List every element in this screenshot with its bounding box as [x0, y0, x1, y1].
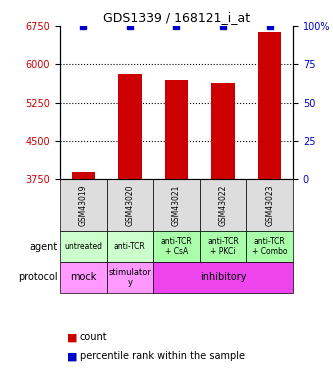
FancyBboxPatch shape	[200, 231, 246, 262]
Text: mock: mock	[70, 272, 97, 282]
Text: anti-TCR
+ PKCi: anti-TCR + PKCi	[207, 237, 239, 256]
Text: GSM43019: GSM43019	[79, 184, 88, 226]
FancyBboxPatch shape	[60, 231, 107, 262]
Text: stimulator
y: stimulator y	[109, 267, 151, 287]
Text: GSM43023: GSM43023	[265, 184, 274, 226]
FancyBboxPatch shape	[60, 262, 107, 292]
Bar	[258, 32, 281, 370]
FancyBboxPatch shape	[200, 179, 246, 231]
Text: ■: ■	[67, 351, 77, 361]
Text: count: count	[80, 333, 108, 342]
Text: GSM43020: GSM43020	[125, 184, 135, 226]
FancyBboxPatch shape	[153, 231, 200, 262]
Bar	[72, 172, 95, 370]
Text: anti-TCR: anti-TCR	[114, 242, 146, 251]
FancyBboxPatch shape	[107, 231, 153, 262]
FancyBboxPatch shape	[60, 179, 107, 231]
FancyBboxPatch shape	[153, 262, 293, 292]
Text: anti-TCR
+ CsA: anti-TCR + CsA	[161, 237, 192, 256]
Title: GDS1339 / 168121_i_at: GDS1339 / 168121_i_at	[103, 11, 250, 24]
FancyBboxPatch shape	[153, 179, 200, 231]
Text: ■: ■	[67, 333, 77, 342]
FancyBboxPatch shape	[107, 262, 153, 292]
Text: GSM43022: GSM43022	[218, 184, 228, 226]
FancyBboxPatch shape	[246, 231, 293, 262]
FancyBboxPatch shape	[246, 179, 293, 231]
Bar	[211, 83, 235, 370]
Text: untreated: untreated	[64, 242, 102, 251]
Bar	[165, 80, 188, 370]
Bar	[118, 74, 142, 370]
Text: percentile rank within the sample: percentile rank within the sample	[80, 351, 245, 361]
Text: protocol: protocol	[18, 272, 58, 282]
Text: anti-TCR
+ Combo: anti-TCR + Combo	[252, 237, 287, 256]
Text: agent: agent	[29, 242, 58, 252]
Text: inhibitory: inhibitory	[200, 272, 246, 282]
Text: GSM43021: GSM43021	[172, 184, 181, 226]
FancyBboxPatch shape	[107, 179, 153, 231]
